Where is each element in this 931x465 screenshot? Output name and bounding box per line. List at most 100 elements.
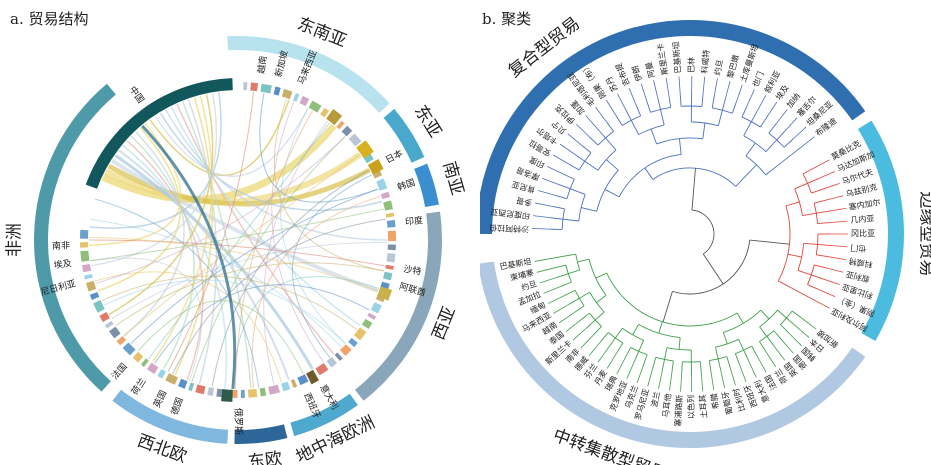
dendro-branch	[803, 242, 818, 245]
dendro-branch	[579, 312, 590, 321]
dendro-branch	[570, 188, 586, 195]
region-label: 东亚	[410, 102, 445, 141]
dendro-branch	[807, 284, 819, 290]
leaf-branch	[813, 299, 830, 309]
chord	[90, 218, 342, 348]
leaf-label: 巴林	[686, 57, 696, 73]
dendro-branch	[642, 354, 648, 367]
cluster-arc-1	[857, 120, 904, 341]
leaf-branch	[822, 278, 840, 285]
node-segment	[370, 302, 382, 314]
region-label: 西北欧	[135, 431, 190, 465]
leaf-branch	[595, 107, 607, 122]
node-segment	[240, 389, 245, 398]
dendro-branch	[568, 269, 580, 275]
node-segment	[122, 342, 136, 356]
dendro-branch	[573, 305, 585, 314]
dendro-branch	[760, 309, 770, 320]
leaf-branch	[766, 101, 778, 118]
node-segment	[85, 280, 97, 292]
dendro-branch	[797, 270, 812, 276]
node-segment	[320, 107, 330, 118]
dendro-branch	[644, 167, 654, 180]
region-label: 非洲	[5, 223, 25, 257]
leaf-branch	[617, 93, 627, 110]
node-segment	[82, 263, 92, 273]
country-label: 越南	[255, 55, 269, 75]
chord	[111, 242, 387, 320]
leaf-branch	[534, 257, 553, 262]
country-label: 沙特	[402, 263, 422, 278]
dendro-arc	[777, 205, 791, 282]
dendro-branch	[586, 319, 596, 329]
leaf-branch	[818, 289, 836, 297]
node-segment	[89, 292, 100, 300]
leaf-branch	[773, 345, 786, 361]
node-segment	[341, 125, 353, 137]
dendro-branch	[605, 137, 617, 151]
chord	[88, 239, 385, 267]
node-segment	[178, 378, 188, 389]
dendro-branch	[745, 164, 757, 177]
chord	[170, 106, 361, 327]
dendro-branch	[817, 243, 830, 246]
country-label: 埃及	[53, 257, 73, 271]
chord	[279, 108, 346, 344]
leaf-branch	[543, 286, 561, 294]
leaf-branch	[746, 89, 755, 107]
chord	[95, 136, 346, 285]
leaf-branch	[647, 368, 653, 387]
cluster-label: 边缘型贸易	[917, 192, 931, 277]
chord	[103, 279, 346, 344]
dendro-branch	[731, 101, 737, 114]
dendro-branch	[741, 105, 748, 118]
node-segment	[292, 92, 300, 102]
leaf-branch	[539, 277, 558, 284]
node-highlight	[221, 389, 233, 402]
leaf-label: 也门	[750, 70, 766, 89]
chord	[91, 93, 217, 267]
cluster-arc-2	[480, 261, 866, 448]
dendro-branch	[693, 168, 696, 189]
node-segment	[281, 381, 291, 392]
dendro-branch	[736, 312, 744, 324]
region-label: 东欧	[247, 449, 283, 465]
leaf-branch	[616, 357, 626, 375]
dendro-branch	[786, 317, 796, 327]
node-segment	[132, 351, 144, 363]
dendro-branch	[777, 154, 792, 166]
leaf-branch	[565, 320, 581, 333]
dendro-branch	[554, 264, 566, 269]
dendro-branch	[817, 222, 830, 225]
node-segment	[268, 384, 280, 395]
leaf-branch	[653, 80, 659, 98]
leaf-label: 伊朗	[630, 64, 644, 82]
chord	[271, 101, 324, 363]
chord	[123, 131, 185, 337]
node-segment	[385, 264, 394, 270]
dendro-branch	[811, 274, 823, 280]
node-china	[85, 78, 233, 189]
node-segment	[273, 86, 281, 96]
leaf-branch	[552, 154, 569, 165]
dendro-branch	[560, 281, 572, 288]
leaf-branch	[576, 123, 590, 138]
dendro-branch	[768, 123, 777, 134]
node-segment	[281, 88, 293, 100]
chord	[259, 93, 379, 203]
dendro-branch	[759, 116, 768, 128]
dendro-branch	[594, 311, 605, 321]
leaf-label: 土耳其	[697, 394, 709, 419]
dendro-branch	[574, 153, 585, 162]
dendro-branch	[564, 289, 576, 297]
dendro-branch	[664, 347, 668, 360]
country-label: 法国	[109, 360, 130, 381]
chord	[147, 122, 331, 360]
dendro-branch	[650, 128, 658, 145]
dendro-branch	[632, 324, 639, 336]
dendro-branch	[630, 120, 639, 135]
dendro-branch	[660, 109, 665, 126]
dendro-branch	[657, 97, 661, 110]
leaf-branch	[533, 215, 551, 219]
dendro-branch	[556, 273, 569, 278]
